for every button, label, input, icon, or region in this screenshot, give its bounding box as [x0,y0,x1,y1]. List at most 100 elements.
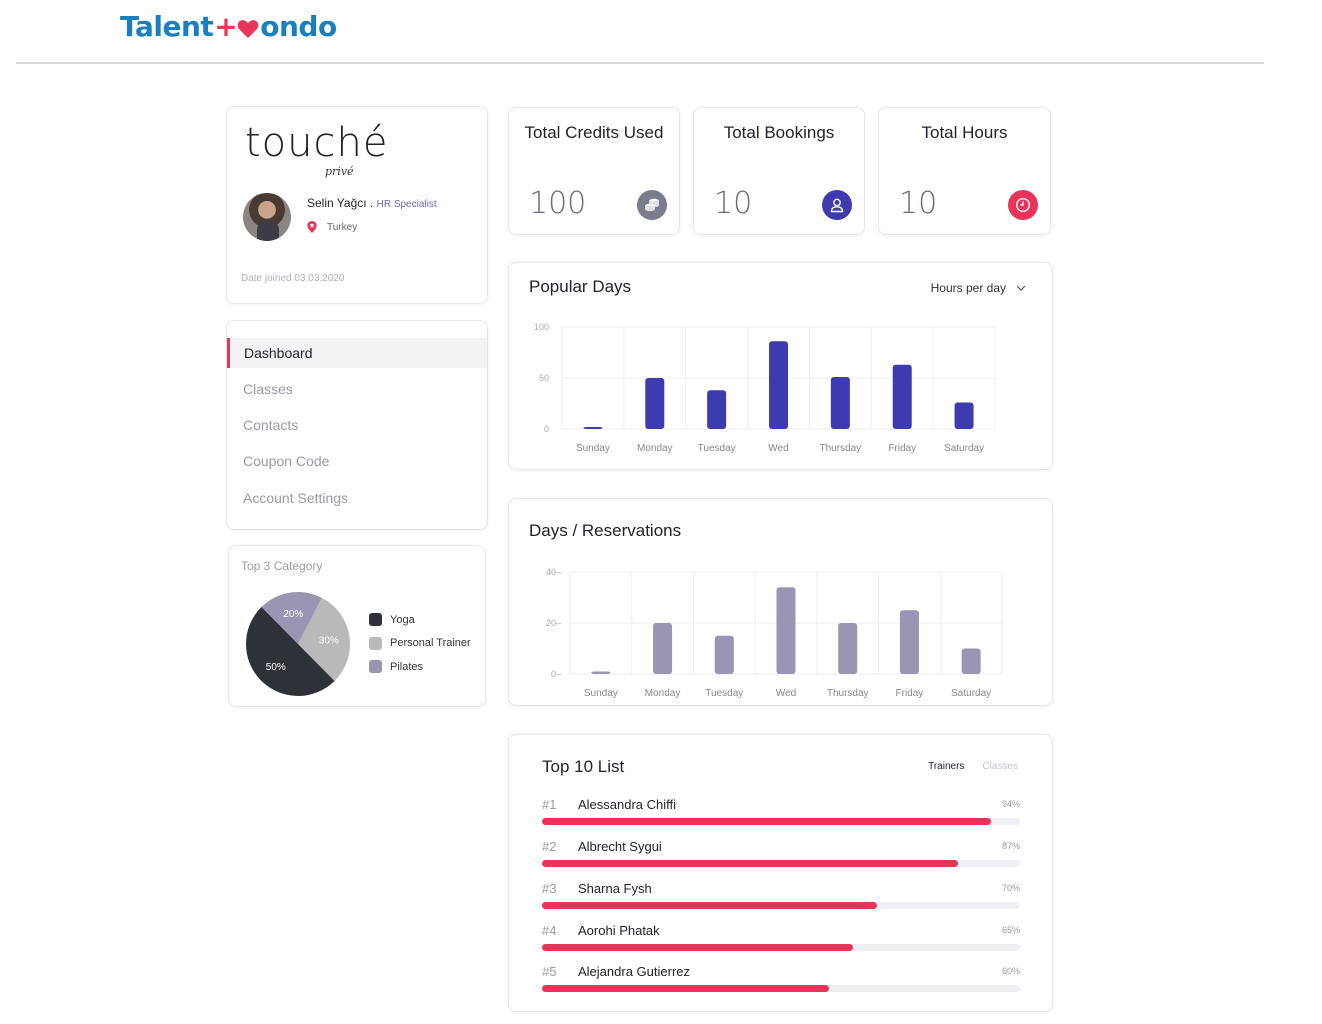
profile-card: touché privé Selin Yağcı . HR Specialist… [226,106,488,304]
legend-label: Yoga [390,613,415,626]
popular-xtick-label: Saturday [944,443,984,454]
popular-days-card: 0 50 100 Sunday Monday Tuesday Wed Thursday Frid… [508,262,1053,470]
list-item[interactable]: #5 Alejandra Gutierrez 60% [542,964,1020,1002]
list-item[interactable]: #3 Sharna Fysh 70% [542,881,1020,919]
logo-plus: + [214,10,238,43]
pie-slice-label: 30% [319,635,339,646]
popular-bar-wed[interactable] [769,341,788,429]
legend-item-personal-trainer: Personal Trainer [369,632,471,656]
list-item[interactable]: #2 Albrecht Sygui 87% [542,839,1020,877]
reservations-bar-monday[interactable] [653,623,673,674]
user-role: HR Specialist [376,199,437,210]
progress-track [542,860,1020,867]
tab-trainers[interactable]: Trainers [928,761,965,772]
trainer-name: Sharna Fysh [578,881,652,896]
list-item[interactable]: #1 Alessandra Chiffi 94% [542,797,1020,835]
popular-bar-tuesday[interactable] [707,390,727,429]
nav-item-contacts[interactable]: Contacts [243,417,299,433]
progress-fill [542,944,853,951]
dropdown-label: Hours per day [930,281,1006,295]
stat-value-bookings: 10 [714,186,753,221]
category-legend: Yoga Personal Trainer Pilates [369,608,471,679]
popular-ytick-label: 50 [539,373,549,383]
rank-number: #2 [542,839,557,854]
legend-swatch [369,613,382,627]
pie-slice-pilates[interactable] [261,592,322,644]
legend-item-pilates: Pilates [369,655,471,679]
tab-classes[interactable]: Classes [982,761,1018,772]
popular-xtick-label: Thursday [820,443,862,454]
location-text: Turkey [327,221,358,233]
popular-bar-monday[interactable] [645,378,665,429]
legend-label: Pilates [390,660,424,673]
rank-number: #5 [542,964,557,979]
reservations-bar-tuesday[interactable] [714,635,734,674]
top-10-card: Top 10 List Trainers Classes #1 Alessandr… [508,734,1053,1012]
heart-icon [236,15,260,39]
avatar[interactable] [243,193,291,241]
progress-track [542,902,1020,909]
stat-title-hours: Total Hours [921,123,1008,142]
reservations-card: 0– 20– 40– Sunday Monday Tuesday Wed Thursday Fr… [508,498,1053,706]
list-item[interactable]: #4 Aorohi Phatak 65% [542,923,1020,961]
user-icon [822,190,852,220]
header-divider [16,62,1264,64]
company-subtitle: privé [325,165,354,178]
reservations-xtick-label: Wed [776,688,796,699]
rank-percent: 65% [1001,925,1020,935]
rank-number: #3 [542,881,557,896]
talentmondo-logo[interactable]: Talent + ondo [120,10,337,43]
legend-swatch [369,660,382,674]
reservations-xtick-label: Tuesday [705,688,743,699]
reservations-xtick-label: Thursday [827,688,869,699]
popular-bar-saturday[interactable] [954,402,974,429]
progress-fill [542,860,958,867]
navigation-menu: Dashboard Classes Contacts Coupon Code A… [226,320,488,530]
top-10-title: Top 10 List [542,757,625,776]
coins-icon [637,190,667,220]
company-name: touché [245,120,389,166]
user-location: Turkey [307,221,357,233]
popular-xtick-label: Friday [888,443,916,454]
nav-item-classes[interactable]: Classes [243,381,293,397]
popular-ytick-label: 0 [544,424,549,434]
rank-number: #4 [542,923,557,938]
nav-item-dashboard[interactable]: Dashboard [227,338,487,368]
rank-percent: 70% [1001,883,1020,893]
reservations-bar-friday[interactable] [899,610,919,674]
pie-slice-personal-trainer[interactable] [298,597,350,681]
progress-track [542,818,1020,825]
stat-value-hours: 10 [899,186,938,221]
chevron-down-icon [1016,285,1026,291]
reservations-bar-thursday[interactable] [838,623,858,674]
stat-card-hours: Total Hours 10 [878,107,1051,235]
popular-xtick-label: Monday [637,443,673,454]
progress-track [542,944,1020,951]
progress-track [542,985,1020,992]
reservations-xtick-label: Friday [896,688,924,699]
popular-ytick-label: 100 [534,322,549,332]
logo-text-talent: Talent [120,10,214,43]
popular-xtick-label: Tuesday [698,443,736,454]
popular-xtick-label: Sunday [576,443,610,454]
pie-slice-yoga[interactable] [246,607,335,696]
reservations-bar-wed[interactable] [776,587,796,674]
popular-bar-thursday[interactable] [830,376,850,429]
nav-item-account-settings[interactable]: Account Settings [243,490,349,506]
stat-title-bookings: Total Bookings [723,123,835,142]
trainer-name: Aorohi Phatak [578,923,660,938]
rank-percent: 94% [1001,799,1020,809]
company-logo: touché privé [245,121,395,181]
trainer-name: Albrecht Sygui [578,839,662,854]
popular-bar-friday[interactable] [892,364,912,429]
popular-bar-sunday[interactable] [583,426,603,429]
category-title: Top 3 Category [241,559,323,573]
location-pin-icon [307,221,317,233]
reservations-xtick-label: Sunday [584,688,618,699]
hours-per-day-dropdown[interactable]: Hours per day [931,281,1026,295]
trainer-name: Alejandra Gutierrez [578,964,690,979]
legend-swatch [369,636,382,650]
nav-item-coupon-code[interactable]: Coupon Code [243,453,330,469]
reservations-bar-saturday[interactable] [961,648,981,675]
reservations-bar-sunday[interactable] [591,671,611,674]
